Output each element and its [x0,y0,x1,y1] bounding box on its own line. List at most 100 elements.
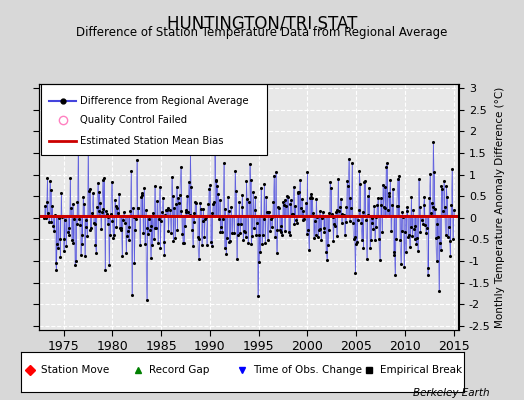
Point [279,199,287,205]
Point [310,235,318,241]
Point [320,225,328,232]
Point [204,201,212,207]
Point [182,206,191,213]
Point [67,205,75,211]
Point [83,233,91,240]
Point [92,250,101,256]
Point [308,194,316,201]
Point [433,220,442,227]
Point [111,197,119,204]
Point [361,178,369,184]
Point [110,232,118,238]
Point [199,206,208,212]
Point [185,212,194,218]
Point [317,237,325,244]
Point [122,250,130,256]
Point [397,228,406,234]
Point [227,204,235,210]
Point [150,183,159,189]
Point [389,249,398,256]
Point [50,212,59,218]
Point [258,232,267,238]
Point [50,228,58,234]
Point [125,224,134,230]
Point [52,267,61,273]
Point [147,223,156,229]
Point [376,195,385,201]
Point [289,211,297,217]
Point [271,169,280,175]
Point [115,190,123,197]
Point [261,240,269,246]
Point [338,210,346,217]
Point [263,209,271,216]
Point [180,240,188,247]
Point [428,204,436,210]
Point [298,217,307,224]
Point [224,194,232,200]
Point [46,178,54,185]
Point [409,207,417,214]
Point [166,207,174,214]
Point [348,160,356,167]
Point [281,196,290,203]
Point [286,232,294,238]
Point [323,242,332,248]
Point [406,244,414,250]
Point [201,216,209,222]
Point [159,239,168,245]
Point [158,209,166,216]
Point [257,184,265,191]
Point [331,223,339,230]
Text: Record Gap: Record Gap [149,365,210,375]
Point [293,190,302,196]
Point [162,207,170,213]
Point [430,169,438,176]
Point [168,193,177,200]
Point [334,176,343,183]
Point [57,190,66,196]
Point [155,184,163,190]
Point [387,228,395,234]
Point [70,216,79,222]
Point [351,270,359,276]
Point [154,240,162,246]
Point [360,178,368,185]
Point [156,245,165,252]
Point [307,194,315,200]
Point [214,191,222,198]
Point [143,225,151,231]
Point [340,212,348,218]
Point [363,193,372,199]
Point [329,238,337,245]
Point [74,137,82,143]
Point [146,227,154,233]
Point [321,212,330,219]
Point [376,256,384,263]
Point [443,194,451,200]
Point [97,209,106,215]
Point [280,228,289,234]
Point [72,258,80,264]
Point [273,227,281,233]
Point [236,221,245,228]
Point [429,139,438,145]
Point [307,191,315,197]
Point [141,240,149,247]
Point [129,214,138,220]
Text: Estimated Station Mean Bias: Estimated Station Mean Bias [80,136,224,146]
Point [61,217,70,224]
Point [367,236,375,243]
Point [177,208,185,214]
Point [311,218,319,224]
Point [53,241,61,247]
Point [344,182,352,189]
Point [428,200,436,206]
Point [84,150,92,156]
Point [121,213,129,220]
Point [365,184,373,191]
Point [404,234,412,241]
Point [426,170,434,177]
Point [372,214,380,220]
Point [382,163,390,170]
